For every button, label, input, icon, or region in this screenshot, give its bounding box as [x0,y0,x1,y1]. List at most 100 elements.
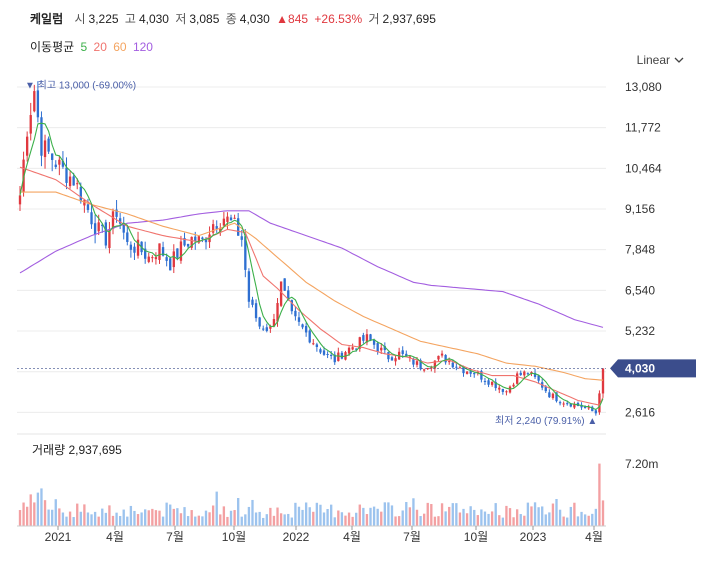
volume-bar [383,502,386,526]
candle-body [115,209,118,217]
candle-body [315,344,319,347]
candle-body [437,355,440,360]
candle-body [580,404,583,408]
x-tick-label: 2022 [283,530,310,544]
change-value: ▲845 [276,12,309,26]
volume-bar [215,491,218,526]
volume-bar [365,514,369,526]
volume-bar [43,500,47,526]
candle-body [583,406,587,408]
open-label: 시 [74,12,86,26]
volume-bar [240,516,243,526]
scale-dropdown[interactable]: Linear [637,53,684,67]
ma5-line [19,122,604,411]
y-axis: 13,080 11,772 10,464 9,156 7,848 6,540 5,232 2,… [625,80,662,471]
ma120-label: 120 [132,40,153,54]
volume-bar [576,516,580,526]
candle-body [47,138,50,152]
candle-body [444,355,447,363]
candle-body [548,392,551,398]
ma20-line [19,166,604,406]
volume-bar [330,504,333,526]
candle-body [294,310,297,317]
candle-body [598,393,601,413]
volume-bar [573,502,576,526]
volume-bar [566,517,569,526]
candle-body [523,371,526,376]
volume-bar [587,515,590,526]
candle-body [211,224,215,233]
candle-body [237,218,240,236]
candle-body [551,393,555,399]
volume-bar [537,507,540,526]
volume-bar [297,506,301,526]
candle-body [194,236,197,242]
candle-body [176,248,179,258]
x-tick-label: 4월 [106,530,124,544]
candle-body [340,352,344,359]
volume-bar [487,513,490,526]
volume-bar [247,506,251,526]
volume-bar [97,516,100,526]
candle-body [319,349,322,353]
volume-bar [151,508,154,526]
low-label: 저 [175,12,187,26]
candle-body [244,236,247,270]
volume-bar [541,506,544,526]
volume-bars [18,463,605,526]
volume-bar [136,514,140,526]
high-label: 고 [124,12,136,26]
ma-legend-label: 이동평균 [30,40,75,54]
candle-body [219,227,222,233]
candle-body [72,176,75,186]
candle-body [197,236,201,243]
candle-body [448,361,451,363]
y-tick-label: 11,772 [625,121,661,135]
candle-body [104,222,108,246]
candle-body [415,361,419,365]
volume-bar [276,507,279,526]
candle-body [158,243,161,260]
candle-body [222,218,226,226]
candle-body [333,354,336,363]
candle-body [498,387,501,390]
volume-bar [194,516,197,526]
volume-bar [483,511,487,526]
candle-body [40,117,43,156]
candle-body [372,339,376,345]
x-tick-label: 4월 [585,530,603,544]
candle-body [533,372,537,377]
candle-body [526,373,530,375]
scale-label: Linear [636,53,670,67]
candle-body [54,164,57,168]
candle-body [369,334,372,341]
volume-bar [376,508,379,526]
volume-bar [186,516,190,526]
candle-body [362,335,365,341]
moving-average-legend[interactable]: 이동평균 5 20 60 120 [30,38,156,55]
candle-body [355,348,358,350]
candle-body [483,380,487,382]
y-tick-label: 10,464 [625,161,662,175]
candle-body [79,186,82,202]
candle-body [29,115,32,134]
volume-bar [83,504,86,526]
candle-body [383,346,386,350]
candle-body [505,391,508,393]
candle-body [276,303,279,322]
candle-body [405,353,408,357]
candle-body [462,367,465,374]
volume-bar [308,507,311,526]
candle-body [469,371,472,374]
candle-body [494,381,497,389]
volume-bar [326,509,329,526]
volume-bar [265,514,268,526]
candle-body [215,226,218,229]
candle-body [269,326,272,329]
candle-body [380,347,383,351]
volume-bar [90,514,93,526]
volume-bar [480,509,483,526]
candle-body [304,326,308,333]
volume-bar [526,502,530,526]
